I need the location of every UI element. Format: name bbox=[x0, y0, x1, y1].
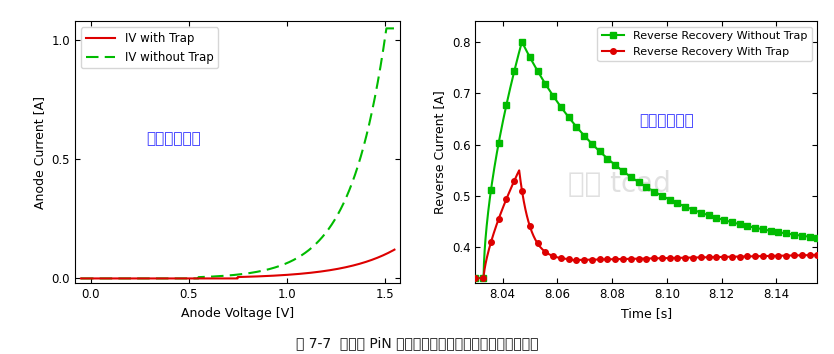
IV with Trap bbox=[92, 276, 102, 281]
IV with Trap bbox=[229, 276, 239, 281]
Text: 相随 tcad: 相随 tcad bbox=[568, 170, 671, 198]
Legend: Reverse Recovery Without Trap, Reverse Recovery With Trap: Reverse Recovery Without Trap, Reverse R… bbox=[597, 27, 811, 61]
IV without Trap bbox=[323, 228, 333, 232]
IV with Trap bbox=[323, 268, 333, 273]
X-axis label: Time [s]: Time [s] bbox=[620, 307, 672, 320]
IV with Trap bbox=[76, 276, 86, 281]
IV without Trap bbox=[380, 33, 390, 38]
IV without Trap bbox=[220, 274, 230, 278]
IV with Trap bbox=[380, 252, 390, 256]
IV without Trap bbox=[92, 276, 102, 281]
Legend: IV with Trap, IV without Trap: IV with Trap, IV without Trap bbox=[81, 27, 219, 68]
IV without Trap bbox=[380, 34, 390, 39]
Text: 图 7-7  缺陷对 PiN 二极管正向导通和反向恢复特性的影响: 图 7-7 缺陷对 PiN 二极管正向导通和反向恢复特性的影响 bbox=[296, 336, 538, 350]
IV with Trap bbox=[380, 252, 390, 257]
Line: IV with Trap: IV with Trap bbox=[81, 250, 394, 279]
IV without Trap bbox=[229, 273, 239, 277]
IV without Trap bbox=[76, 276, 86, 281]
IV without Trap bbox=[381, 26, 391, 30]
IV with Trap bbox=[220, 276, 230, 281]
Line: IV without Trap: IV without Trap bbox=[81, 28, 394, 279]
X-axis label: Anode Voltage [V]: Anode Voltage [V] bbox=[181, 307, 294, 320]
Y-axis label: Reverse Current [A]: Reverse Current [A] bbox=[434, 90, 446, 214]
IV with Trap bbox=[389, 247, 399, 252]
Text: 正向导通特性: 正向导通特性 bbox=[147, 132, 201, 147]
Y-axis label: Anode Current [A]: Anode Current [A] bbox=[33, 96, 46, 209]
IV without Trap bbox=[389, 26, 399, 30]
Text: 反向恢复特性: 反向恢复特性 bbox=[640, 113, 694, 128]
